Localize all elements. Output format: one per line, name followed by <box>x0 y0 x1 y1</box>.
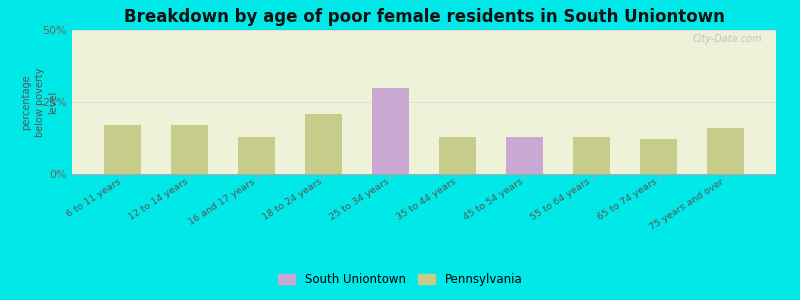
Bar <box>171 125 208 174</box>
Y-axis label: percentage
below poverty
level: percentage below poverty level <box>22 67 58 137</box>
Text: City-Data.com: City-Data.com <box>692 34 762 44</box>
Bar <box>707 128 744 174</box>
Title: Breakdown by age of poor female residents in South Uniontown: Breakdown by age of poor female resident… <box>123 8 725 26</box>
Bar <box>104 125 141 174</box>
Text: 55 to 64 years: 55 to 64 years <box>529 177 591 222</box>
Bar <box>372 128 409 174</box>
Bar <box>640 140 677 174</box>
Legend: South Uniontown, Pennsylvania: South Uniontown, Pennsylvania <box>273 269 527 291</box>
Bar <box>372 88 409 174</box>
Text: 16 and 17 years: 16 and 17 years <box>186 177 257 226</box>
Text: 35 to 44 years: 35 to 44 years <box>394 177 458 222</box>
Bar <box>573 136 610 174</box>
Text: 75 years and over: 75 years and over <box>648 177 726 232</box>
Text: 18 to 24 years: 18 to 24 years <box>261 177 323 222</box>
Text: 65 to 74 years: 65 to 74 years <box>596 177 658 222</box>
Bar <box>506 136 543 174</box>
Text: 12 to 14 years: 12 to 14 years <box>126 177 190 222</box>
Bar <box>238 136 275 174</box>
Text: 25 to 34 years: 25 to 34 years <box>328 177 390 222</box>
Bar <box>439 136 476 174</box>
Bar <box>305 113 342 174</box>
Text: 45 to 54 years: 45 to 54 years <box>462 177 525 222</box>
Text: 6 to 11 years: 6 to 11 years <box>65 177 122 219</box>
